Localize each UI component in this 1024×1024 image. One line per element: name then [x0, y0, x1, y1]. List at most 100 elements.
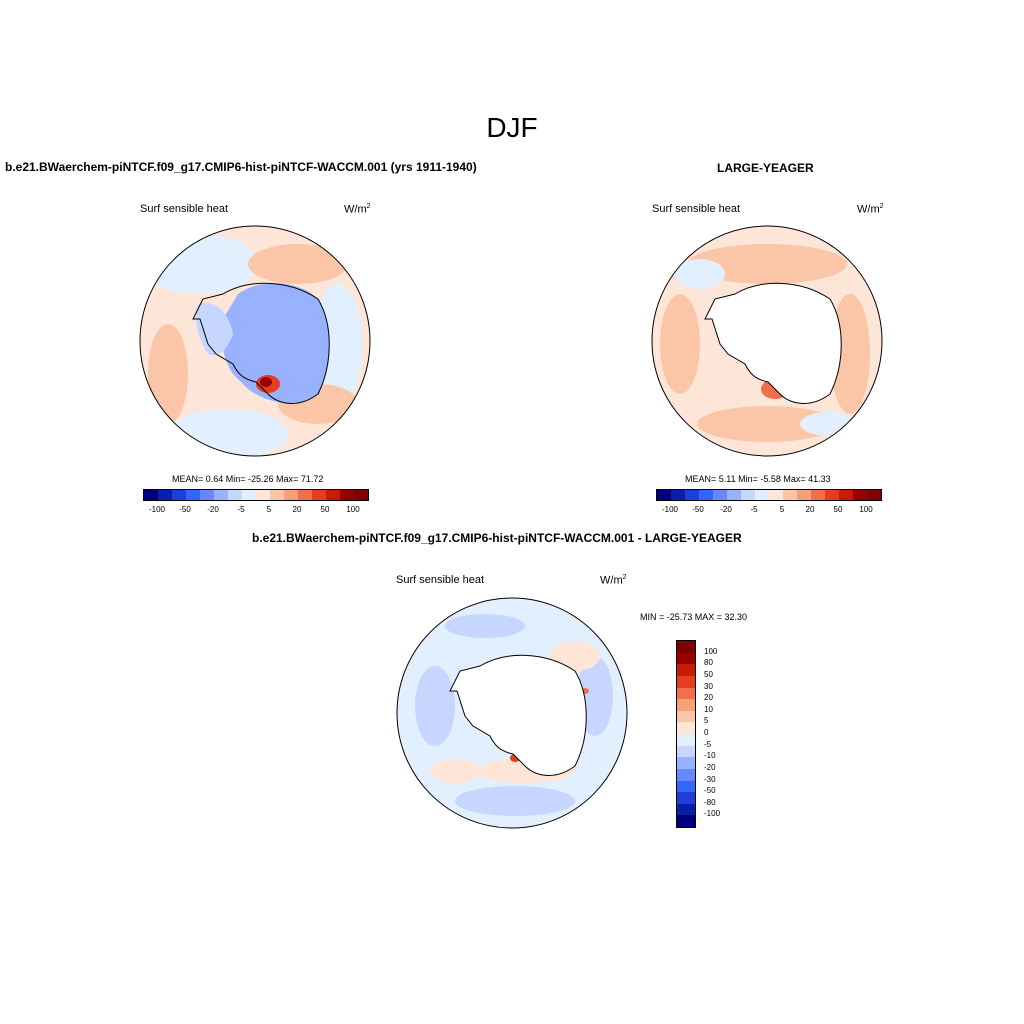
colorbar-tick-label: 5 — [704, 716, 709, 726]
colorbar-swatch — [677, 675, 695, 688]
colorbar-tick-label: 80 — [704, 658, 713, 668]
colorbar-tick-label: -50 — [704, 786, 716, 796]
panel-2-stats: MEAN= 5.11 Min= -5.58 Max= 41.33 — [685, 474, 831, 484]
colorbar-swatch — [677, 768, 695, 781]
colorbar-tick-label: 100 — [859, 505, 873, 514]
colorbar-swatch — [657, 490, 671, 500]
colorbar-swatch — [214, 490, 228, 500]
colorbar-swatch — [867, 490, 881, 500]
colorbar-tick-label: 100 — [704, 646, 718, 656]
colorbar-swatch — [839, 490, 853, 500]
colorbar-swatch — [677, 745, 695, 758]
colorbar-swatch — [677, 734, 695, 746]
panel-1-stats: MEAN= 0.64 Min= -25.26 Max= 71.72 — [172, 474, 324, 484]
colorbar-swatch — [677, 803, 695, 816]
colorbar-swatch — [677, 652, 695, 665]
colorbar-tick-label: 50 — [833, 505, 843, 514]
colorbar-swatch — [769, 490, 783, 500]
panel-2-map — [651, 225, 883, 457]
panel-2-units-label: W/m2 — [857, 203, 884, 216]
colorbar-swatch — [284, 490, 298, 500]
panel-2-variable-label: Surf sensible heat — [652, 203, 741, 215]
colorbar-tick-label: 0 — [704, 728, 709, 737]
colorbar-swatch — [144, 490, 158, 500]
colorbar-tick-label: 5 — [779, 505, 785, 514]
colorbar-tick-label: -100 — [148, 505, 166, 514]
colorbar-tick-label: 100 — [346, 505, 360, 514]
colorbar-tick-label: 10 — [704, 704, 713, 714]
colorbar-swatch — [677, 792, 695, 804]
panel-1-colorbar-labels: -100 -50 -20 -5 5 20 50 100 — [143, 505, 367, 517]
colorbar-swatch — [200, 490, 214, 500]
panel-1-colorbar — [143, 489, 369, 501]
colorbar-swatch — [354, 490, 368, 500]
panel-3-stats: MIN = -25.73 MAX = 32.30 — [640, 612, 748, 622]
colorbar-tick-label: 20 — [805, 505, 815, 514]
colorbar-tick-label: -20 — [704, 762, 716, 772]
colorbar-swatch — [256, 490, 270, 500]
colorbar-swatch — [326, 490, 340, 500]
colorbar-tick-label: -20 — [207, 505, 219, 514]
colorbar-swatch — [783, 490, 797, 500]
colorbar-tick-label: 20 — [704, 693, 713, 703]
colorbar-swatch — [825, 490, 839, 500]
colorbar-swatch — [853, 490, 867, 500]
colorbar-tick-label: -10 — [704, 751, 716, 761]
colorbar-tick-label: -5 — [237, 505, 245, 514]
colorbar-swatch — [677, 641, 695, 653]
colorbar-tick-label: -30 — [704, 774, 716, 784]
colorbar-swatch — [677, 664, 695, 676]
colorbar-swatch — [677, 757, 695, 769]
colorbar-swatch — [677, 722, 695, 734]
panel-3-colorbar — [676, 640, 696, 828]
colorbar-swatch — [797, 490, 811, 500]
colorbar-swatch — [755, 490, 769, 500]
colorbar-swatch — [671, 490, 685, 500]
colorbar-swatch — [172, 490, 186, 500]
colorbar-tick-label: -20 — [720, 505, 732, 514]
panel-3-title: b.e21.BWaerchem-piNTCF.f09_g17.CMIP6-his… — [252, 531, 742, 545]
colorbar-tick-label: -80 — [704, 797, 716, 807]
panel-2-title: LARGE-YEAGER — [717, 161, 814, 175]
panel-3-units-label: W/m2 — [600, 574, 627, 587]
colorbar-swatch — [727, 490, 741, 500]
panel-1-title: b.e21.BWaerchem-piNTCF.f09_g17.CMIP6-his… — [5, 160, 477, 174]
colorbar-tick-label: -100 — [661, 505, 679, 514]
colorbar-swatch — [677, 710, 695, 723]
colorbar-swatch — [677, 815, 695, 827]
colorbar-swatch — [158, 490, 172, 500]
colorbar-tick-label: -100 — [704, 809, 721, 819]
colorbar-swatch — [270, 490, 284, 500]
colorbar-tick-label: -5 — [750, 505, 758, 514]
colorbar-swatch — [242, 490, 256, 500]
panel-1-map — [139, 225, 371, 457]
colorbar-tick-label: 50 — [320, 505, 330, 514]
colorbar-tick-label: -50 — [692, 505, 704, 514]
panel-3-colorbar-labels: 100 80 50 30 20 10 5 0 -5 -10 -20 -30 -50 -80 -100 — [704, 640, 744, 826]
colorbar-swatch — [298, 490, 312, 500]
colorbar-tick-label: -5 — [704, 739, 712, 749]
panel-1-variable-label: Surf sensible heat — [140, 203, 229, 215]
panel-1-units-label: W/m2 — [344, 203, 371, 216]
colorbar-tick-label: 30 — [704, 681, 713, 691]
colorbar-swatch — [677, 687, 695, 700]
colorbar-swatch — [312, 490, 326, 500]
colorbar-swatch — [340, 490, 354, 500]
colorbar-swatch — [677, 780, 695, 793]
colorbar-tick-label: 20 — [292, 505, 302, 514]
colorbar-swatch — [713, 490, 727, 500]
colorbar-tick-label: 5 — [266, 505, 272, 514]
colorbar-swatch — [677, 699, 695, 711]
panel-2-colorbar — [656, 489, 882, 501]
panel-2-colorbar-labels: -100 -50 -20 -5 5 20 50 100 — [656, 505, 880, 517]
colorbar-swatch — [685, 490, 699, 500]
colorbar-swatch — [699, 490, 713, 500]
colorbar-tick-label: -50 — [179, 505, 191, 514]
panel-3-map — [396, 597, 628, 829]
colorbar-swatch — [811, 490, 825, 500]
colorbar-swatch — [741, 490, 755, 500]
main-title: DJF — [486, 112, 538, 143]
colorbar-swatch — [228, 490, 242, 500]
colorbar-swatch — [186, 490, 200, 500]
panel-3-variable-label: Surf sensible heat — [396, 574, 485, 586]
